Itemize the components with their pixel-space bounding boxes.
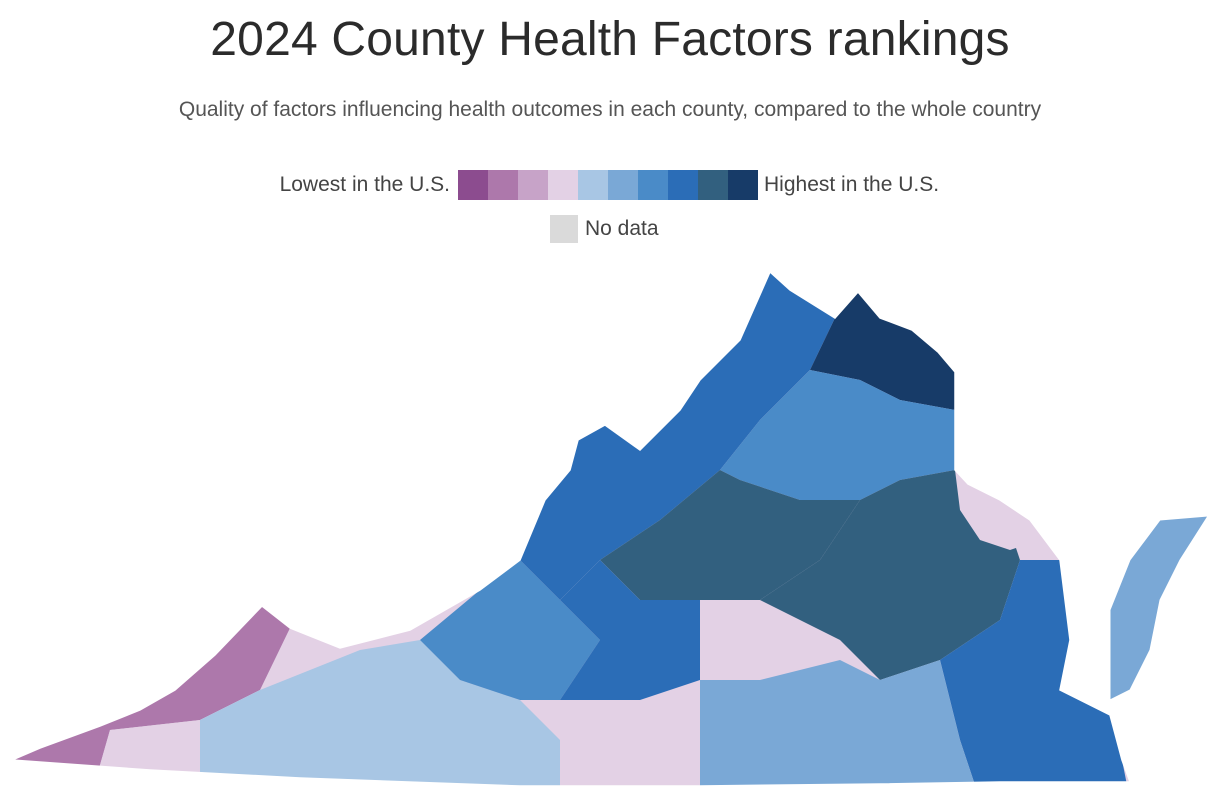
no-data-label: No data — [585, 217, 659, 240]
map-region-central-virginia — [600, 470, 860, 600]
legend-color-scale — [458, 170, 758, 200]
no-data-legend: No data — [550, 215, 659, 243]
map-region-richmond-area — [760, 470, 1020, 680]
legend-high-label: Highest in the U.S. — [764, 173, 940, 196]
legend-swatch-10 — [728, 170, 758, 200]
legend-swatch-7 — [638, 170, 668, 200]
map-outline — [11, 270, 1132, 787]
legend-swatch-6 — [608, 170, 638, 200]
legend-swatch-8 — [668, 170, 698, 200]
map-region-hampton-roads — [940, 560, 1130, 786]
page-title: 2024 County Health Factors rankings — [210, 13, 1010, 66]
legend-swatch-5 — [578, 170, 608, 200]
map-region-southwest-ridge — [200, 640, 460, 786]
map-region-northern-virginia — [810, 292, 955, 410]
county-regions — [12, 272, 1130, 786]
legend-low-label: Lowest in the U.S. — [279, 173, 450, 196]
legend-swatch-1 — [458, 170, 488, 200]
map-region-roanoke-area — [560, 560, 700, 700]
legend-swatch-4 — [548, 170, 578, 200]
eastern-shore-peninsula — [1109, 515, 1209, 701]
color-legend: Lowest in the U.S. Highest in the U.S. — [0, 170, 1220, 200]
legend-swatch-2 — [488, 170, 518, 200]
virginia-county-map — [11, 270, 1209, 787]
legend-swatch-9 — [698, 170, 728, 200]
map-region-southside-mid — [700, 660, 980, 786]
no-data-swatch — [550, 215, 578, 243]
legend-swatch-3 — [518, 170, 548, 200]
map-region-northern-neck — [955, 470, 1040, 550]
map-region-piedmont — [720, 370, 955, 500]
map-region-northern-shenandoah — [520, 272, 835, 600]
map-region-south-central-border — [400, 680, 560, 786]
page-subtitle: Quality of factors influencing health ou… — [178, 98, 1042, 121]
